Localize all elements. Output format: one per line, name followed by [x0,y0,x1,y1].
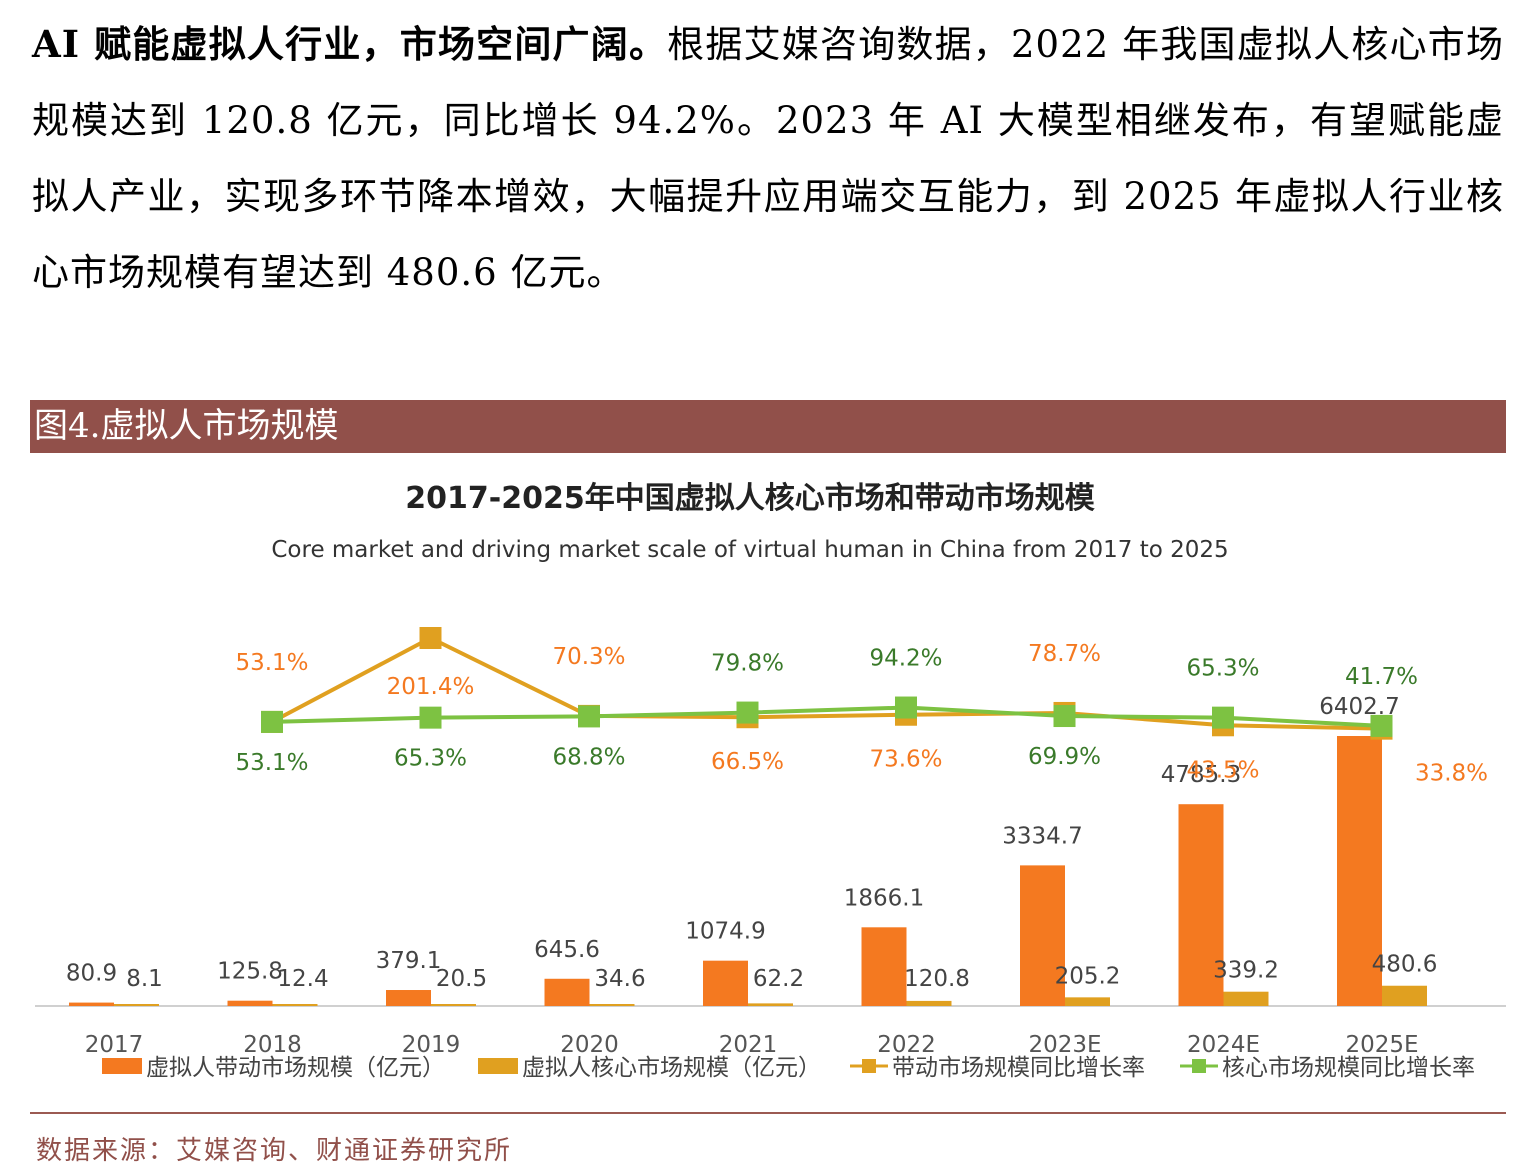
core-growth-label: 79.8% [711,651,784,677]
drive-value-label: 379.1 [376,948,442,974]
drive-value-label: 1074.9 [685,919,765,945]
drive-growth-label: 43.5% [1186,757,1259,783]
core-value-label: 8.1 [126,966,163,992]
x-tick-label: 2020 [560,1032,619,1058]
core-growth-label: 65.3% [1186,656,1259,682]
drive-value-label: 80.9 [66,961,117,987]
drive-value-label: 6402.7 [1319,694,1399,720]
core-market-bar [1382,985,1427,1006]
x-tick-label: 2018 [243,1032,302,1058]
core-growth-label: 53.1% [235,750,308,776]
core-growth-label: 69.9% [1028,744,1101,770]
drive-value-label: 1866.1 [844,885,924,911]
core-growth-label: 94.2% [869,646,942,672]
x-tick-label: 2017 [85,1032,144,1058]
core-growth-marker [736,701,759,724]
core-market-bar [431,1004,476,1006]
legend-swatch [478,1058,518,1074]
core-growth-marker [261,710,283,733]
core-value-label: 480.6 [1372,952,1438,978]
drive-growth-label: 53.1% [235,650,308,676]
x-tick-label: 2021 [719,1032,778,1058]
core-market-bar [114,1004,159,1006]
drive-market-bar [861,927,907,1006]
drive-market-bar [1178,804,1224,1006]
legend-label: 虚拟人核心市场规模（亿元） [522,1055,821,1081]
chart-area: 2017-2025年中国虚拟人核心市场和带动市场规模 Core market a… [30,455,1506,1105]
drive-market-bar [386,990,431,1006]
drive-market-bar [1020,865,1065,1006]
core-growth-label: 41.7% [1345,664,1418,690]
chart-title: 2017-2025年中国虚拟人核心市场和带动市场规模 [405,481,1094,516]
drive-growth-label: 201.4% [387,674,475,700]
drive-value-label: 125.8 [217,959,283,985]
x-tick-label: 2024E [1187,1032,1260,1058]
core-value-label: 339.2 [1213,958,1279,984]
figure-label: 图4.虚拟人市场规模 [34,406,339,446]
core-market-bar [906,1000,952,1006]
drive-growth-line [271,635,1382,731]
drive-market-bar [227,1000,273,1006]
core-market-bar [589,1004,635,1006]
legend-marker [1192,1059,1206,1073]
intro-paragraph: AI 赋能虚拟人行业，市场空间广阔。根据艾媒咨询数据，2022 年我国虚拟人核心… [32,6,1504,311]
drive-value-label: 3334.7 [1002,823,1082,849]
drive-value-label: 645.6 [534,937,600,963]
core-value-label: 205.2 [1055,963,1121,989]
core-growth-marker [578,705,600,728]
core-growth-label: 68.8% [552,744,625,770]
source-note: 数据来源：艾媒咨询、财通证券研究所 [36,1136,513,1166]
core-growth-marker [419,706,442,729]
drive-market-bar [1337,736,1382,1006]
core-growth-marker [1212,706,1234,729]
chart-svg: 2017-2025年中国虚拟人核心市场和带动市场规模 Core market a… [35,481,1506,1081]
drive-value-label: 4785.3 [1161,762,1241,788]
paragraph-body: 根据艾媒咨询数据，2022 年我国虚拟人核心市场规模达到 120.8 亿元，同比… [32,23,1504,294]
core-value-label: 62.2 [753,966,804,992]
legend-label: 核心市场规模同比增长率 [1222,1055,1475,1081]
drive-market-bar [544,978,590,1006]
core-value-label: 12.4 [277,966,328,992]
drive-growth-label: 33.8% [1415,761,1488,787]
core-market-bar [748,1003,793,1006]
legend-swatch [102,1058,142,1074]
drive-growth-label: 78.7% [1028,641,1101,667]
core-growth-marker [895,696,917,719]
core-value-label: 34.6 [594,966,645,992]
legend-marker [862,1059,876,1073]
core-market-bar [1065,997,1110,1006]
x-tick-label: 2025E [1345,1032,1418,1058]
chart-subtitle: Core market and driving market scale of … [271,537,1228,563]
legend-label: 带动市场规模同比增长率 [892,1055,1145,1081]
x-tick-label: 2023E [1028,1032,1101,1058]
drive-growth-label: 66.5% [711,749,784,775]
core-growth-marker [1370,714,1393,737]
core-growth-marker [1053,705,1076,728]
core-value-label: 120.8 [904,966,970,992]
drive-growth-label: 70.3% [552,644,625,670]
drive-growth-marker [419,627,442,649]
core-market-bar [272,1004,318,1006]
core-market-bar [1223,991,1269,1006]
drive-market-bar [703,960,748,1006]
separator-line [30,1112,1506,1114]
paragraph-lead: AI 赋能虚拟人行业，市场空间广阔。 [32,22,668,66]
core-growth-label: 65.3% [394,746,467,772]
legend-label: 虚拟人带动市场规模（亿元） [146,1055,445,1081]
x-tick-label: 2022 [877,1032,936,1058]
figure-header: 图4.虚拟人市场规模 [30,400,1506,453]
x-tick-label: 2019 [402,1032,461,1058]
drive-market-bar [69,1002,114,1006]
core-growth-line [271,705,1382,728]
drive-growth-label: 73.6% [869,747,942,773]
core-value-label: 20.5 [436,966,487,992]
